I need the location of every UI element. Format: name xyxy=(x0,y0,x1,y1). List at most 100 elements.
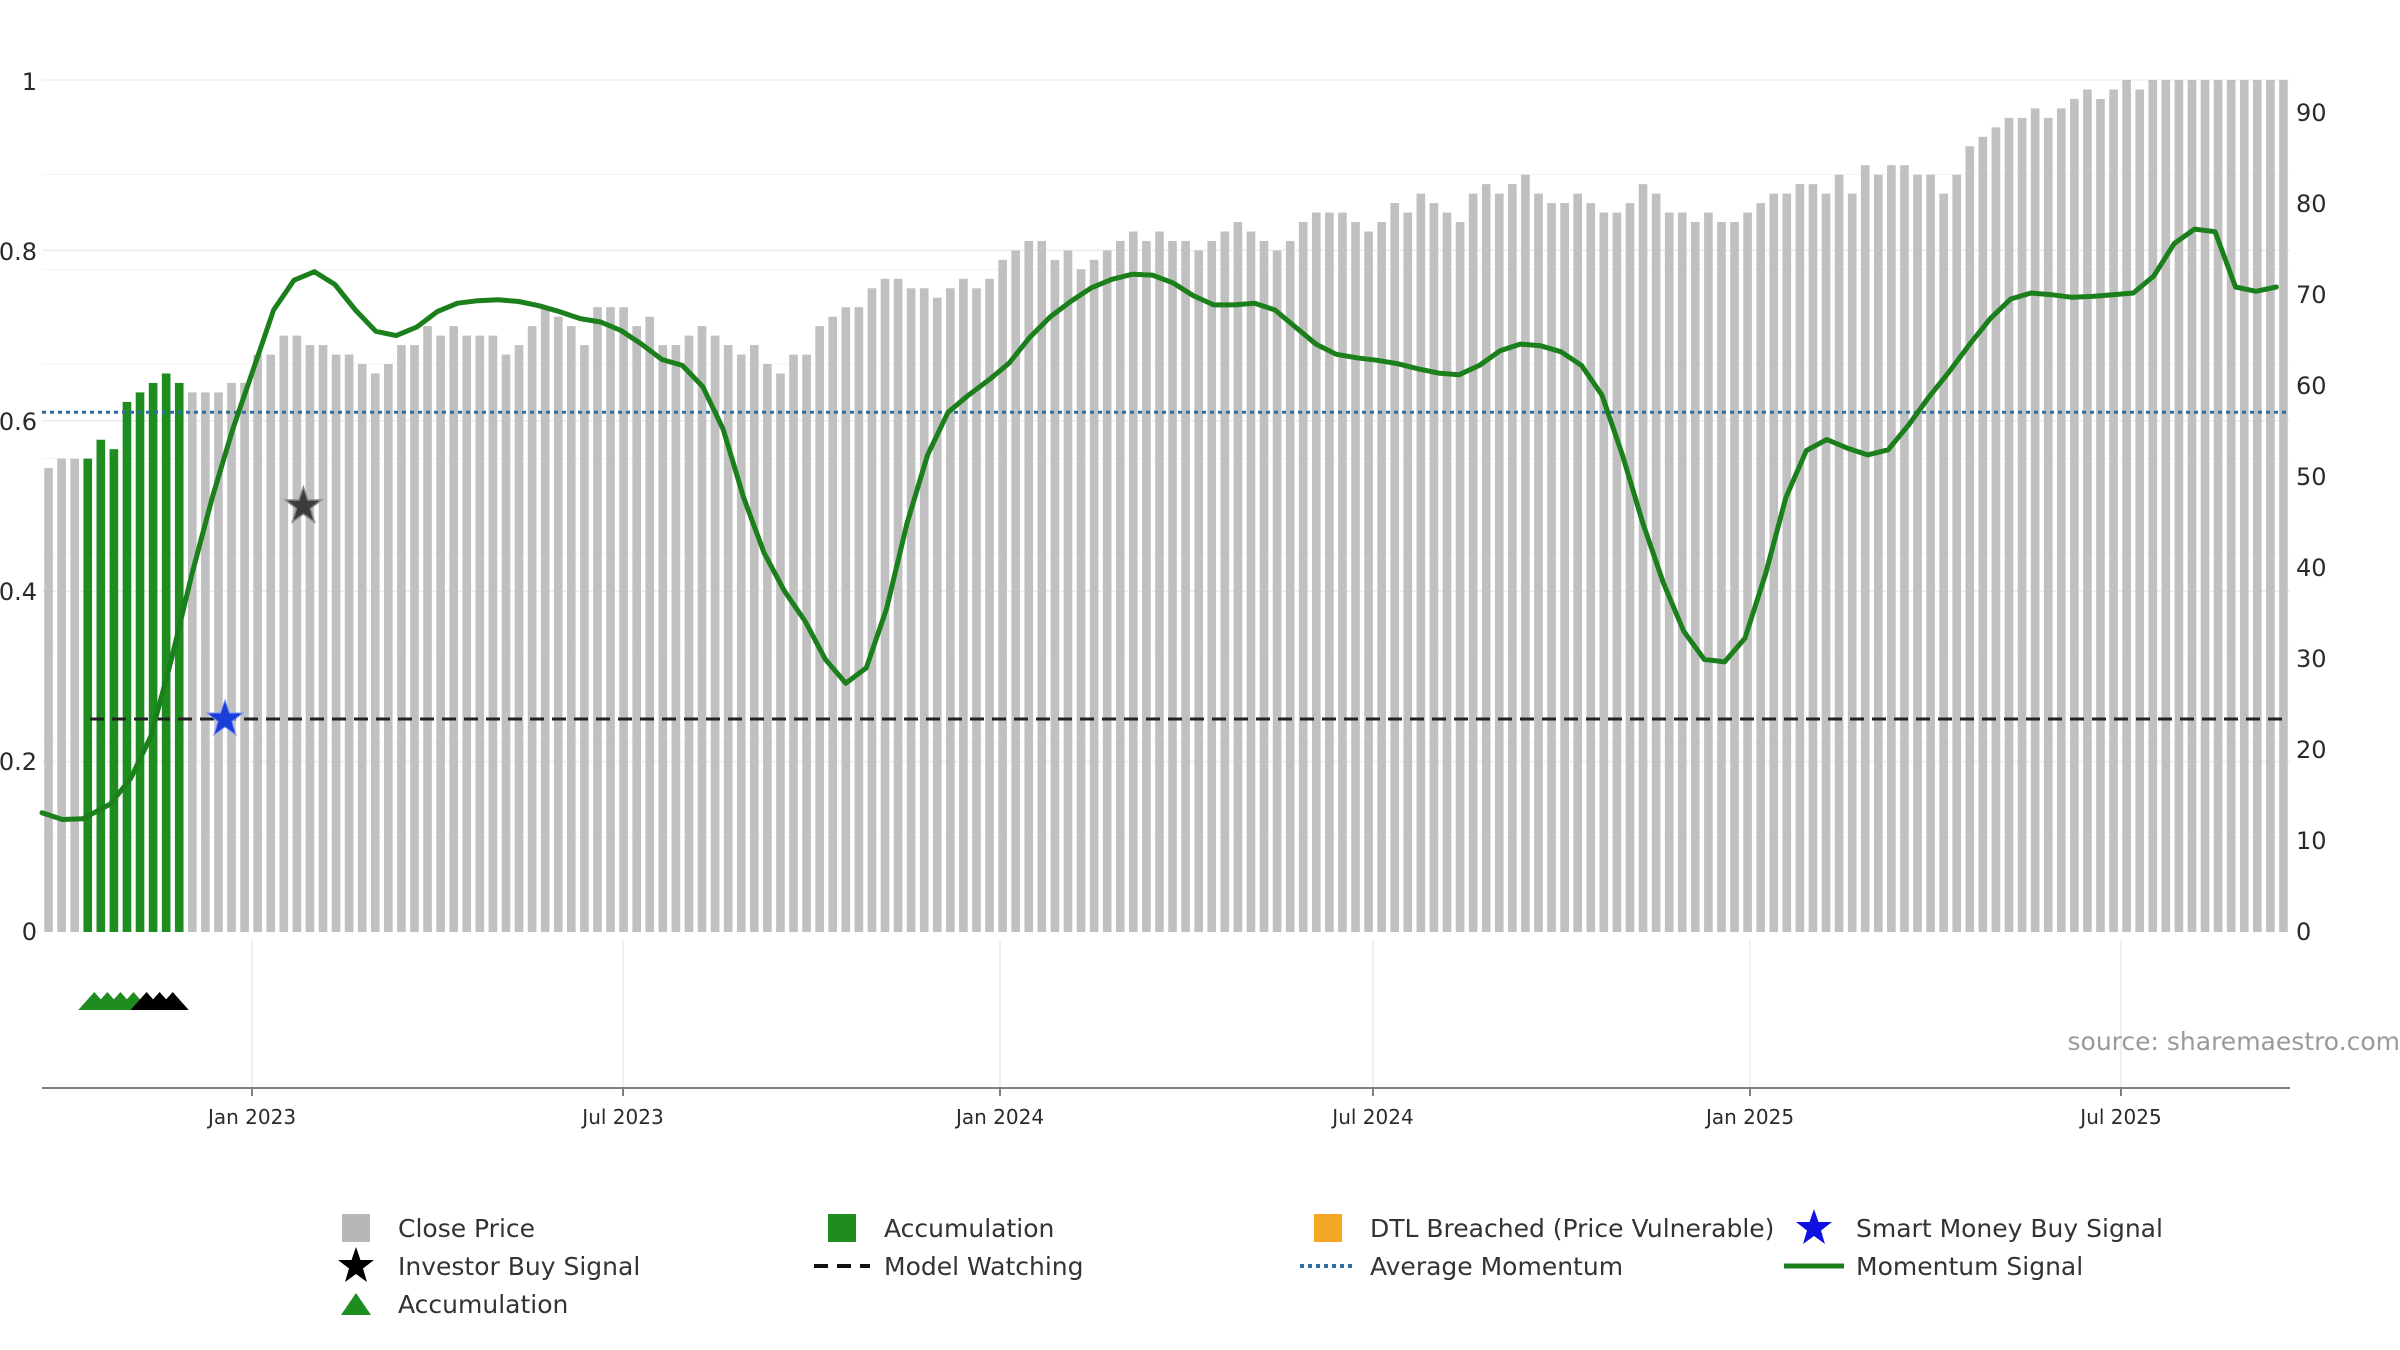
close-price-bar xyxy=(1272,250,1282,932)
close-price-bar xyxy=(998,259,1007,932)
orange-square-icon xyxy=(1298,1210,1358,1246)
gray-square-icon xyxy=(326,1210,386,1246)
close-price-bar xyxy=(1952,174,1962,932)
close-price-bar xyxy=(2043,117,2053,932)
close-price-bar xyxy=(776,373,785,932)
close-price-bar xyxy=(1076,269,1086,932)
x-tick-jul-2025: Jul 2025 xyxy=(2078,1105,2161,1129)
close-price-bar xyxy=(462,335,472,933)
close-price-bar xyxy=(1494,193,1504,933)
close-price-bar xyxy=(1586,203,1596,933)
close-price-bar xyxy=(632,326,641,933)
close-price-bar xyxy=(2253,80,2262,932)
close-price-bar xyxy=(1913,174,1922,932)
legend-item-momentum-signal: Momentum Signal xyxy=(1784,1248,2083,1284)
close-price-bar xyxy=(2174,80,2184,932)
close-price-bar xyxy=(1769,193,1779,933)
close-price-bar xyxy=(1481,184,1491,933)
close-price-bar xyxy=(1991,127,2001,933)
legend-item-close-price: Close Price xyxy=(326,1210,535,1246)
right-tick-2: 20 xyxy=(2296,736,2327,764)
close-price-bar xyxy=(240,382,249,932)
close-price-bar xyxy=(553,316,563,933)
close-price-bar xyxy=(2213,80,2223,932)
left-tick-3: 0.6 xyxy=(0,408,37,436)
close-price-bar xyxy=(1233,222,1243,932)
close-price-bar xyxy=(279,335,289,933)
close-price-bar xyxy=(57,458,66,932)
close-price-bar xyxy=(2096,98,2105,932)
close-price-bar xyxy=(606,307,615,932)
close-price-bar xyxy=(1873,174,1883,932)
legend-label: Close Price xyxy=(398,1213,536,1243)
close-price-bar xyxy=(1965,146,1975,932)
close-price-bar xyxy=(1338,212,1347,933)
close-price-bar xyxy=(593,307,602,932)
close-price-bar xyxy=(893,278,903,932)
close-price-bar xyxy=(1573,193,1583,933)
accumulation-bar xyxy=(109,449,119,932)
close-price-bar xyxy=(763,364,772,932)
close-price-bar xyxy=(501,354,511,932)
green-square-icon xyxy=(812,1210,872,1246)
close-price-bar xyxy=(736,354,746,932)
close-price-bar xyxy=(2056,108,2066,932)
close-price-bar xyxy=(1756,203,1765,933)
close-price-bar xyxy=(985,278,994,932)
close-price-bar xyxy=(684,335,694,933)
close-price-bar xyxy=(384,364,393,932)
close-price-bar xyxy=(1978,136,1988,933)
signal-lines xyxy=(39,226,2290,822)
legend-item-investor-buy: Investor Buy Signal xyxy=(326,1247,640,1284)
close-price-bar xyxy=(1834,174,1844,932)
close-price-bar xyxy=(867,288,877,932)
close-price-bar xyxy=(187,392,197,932)
close-price-bar xyxy=(1155,231,1164,932)
axes xyxy=(42,1087,2290,1096)
close-price-bar xyxy=(527,326,537,933)
close-price-bar xyxy=(697,326,707,933)
source-label: source: sharemaestro.com xyxy=(2068,1027,2400,1056)
close-price-bar xyxy=(2279,80,2288,932)
close-price-bar xyxy=(671,345,681,933)
right-tick-1: 10 xyxy=(2296,827,2327,855)
x-tick-jan-2023: Jan 2023 xyxy=(206,1105,296,1129)
close-price-bar xyxy=(423,326,432,933)
close-price-bar xyxy=(1730,222,1739,932)
legend-label: Accumulation xyxy=(884,1213,1055,1243)
close-price-bar xyxy=(723,345,733,933)
x-tick-jan-2025: Jan 2025 xyxy=(1704,1105,1794,1129)
close-price-bar xyxy=(1468,193,1478,933)
close-price-bar xyxy=(1089,259,1099,932)
close-price-bar xyxy=(1795,184,1805,933)
close-price-bar xyxy=(658,345,668,933)
green-triangle-icon xyxy=(326,1286,386,1322)
legend-item-model-watching: Model Watching xyxy=(812,1248,1084,1284)
close-price-bar xyxy=(932,297,942,932)
close-price-bar xyxy=(1782,193,1792,933)
close-price-bar xyxy=(1625,203,1635,933)
dotted-line-icon xyxy=(1298,1248,1358,1284)
close-price-bar xyxy=(397,345,406,933)
close-price-bar xyxy=(1259,240,1269,932)
investor-buy-star xyxy=(283,484,324,524)
close-price-bar xyxy=(2070,98,2079,932)
close-price-bar xyxy=(2266,80,2275,932)
close-price-bar xyxy=(1403,212,1413,933)
left-tick-5: 1 xyxy=(22,68,37,96)
x-tick-jan-2024: Jan 2024 xyxy=(954,1105,1044,1129)
close-price-bar xyxy=(946,288,955,932)
close-price-bar xyxy=(1168,240,1177,932)
close-price-bar xyxy=(410,345,419,933)
close-price-bar xyxy=(1115,240,1125,932)
close-price-bar xyxy=(1926,174,1935,932)
close-price-bar xyxy=(1638,184,1648,933)
close-price-bar xyxy=(1704,212,1713,933)
close-price-bar xyxy=(1900,165,1909,932)
accumulation-bar xyxy=(122,401,132,932)
close-price-bar xyxy=(1677,212,1687,933)
right-tick-3: 30 xyxy=(2296,645,2327,673)
close-price-bar xyxy=(828,316,838,933)
close-price-bar xyxy=(815,326,824,933)
